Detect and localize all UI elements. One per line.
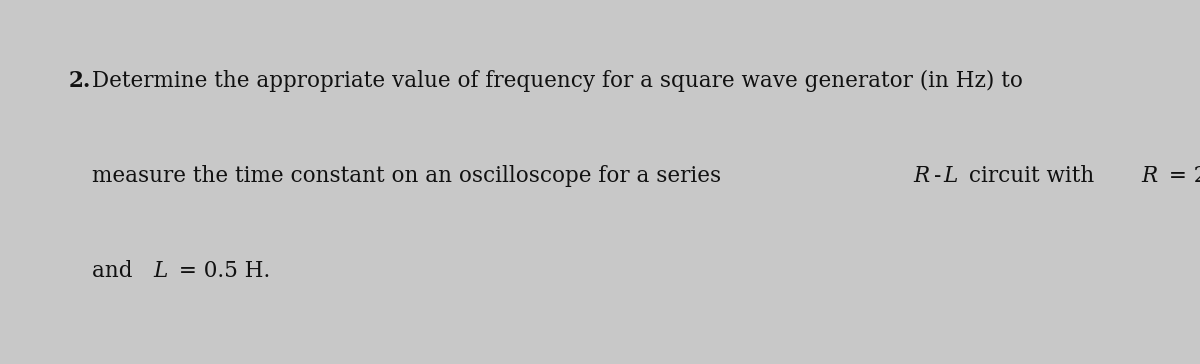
Text: and: and bbox=[92, 260, 139, 282]
Text: circuit with: circuit with bbox=[962, 165, 1102, 187]
Text: -: - bbox=[934, 165, 941, 187]
Text: 2.: 2. bbox=[68, 70, 91, 92]
Text: L: L bbox=[943, 165, 958, 187]
Text: L: L bbox=[154, 260, 168, 282]
Text: Determine the appropriate value of frequency for a square wave generator (in Hz): Determine the appropriate value of frequ… bbox=[92, 70, 1024, 92]
Text: = 2.7 kΩ: = 2.7 kΩ bbox=[1163, 165, 1200, 187]
Text: R: R bbox=[1141, 165, 1158, 187]
Text: = 0.5 H.: = 0.5 H. bbox=[172, 260, 270, 282]
Text: measure the time constant on an oscilloscope for a series: measure the time constant on an oscillos… bbox=[92, 165, 728, 187]
Text: R: R bbox=[913, 165, 929, 187]
